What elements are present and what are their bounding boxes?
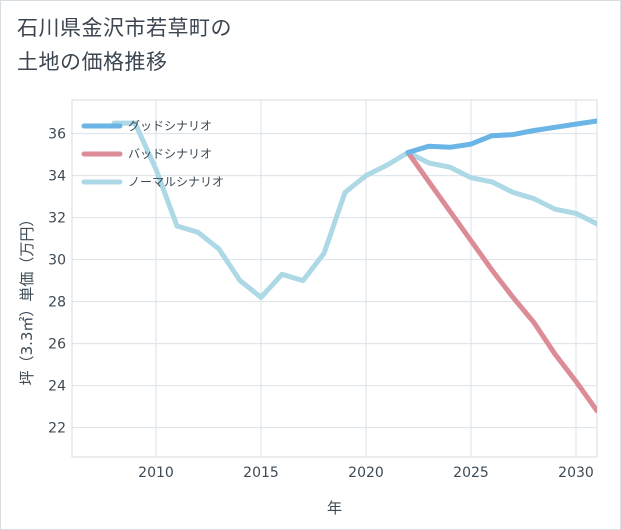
- y-tick-label: 32: [48, 211, 66, 227]
- y-tick-label: 36: [48, 127, 66, 143]
- chart-title: 石川県金沢市若草町の 土地の価格推移: [17, 11, 232, 79]
- y-tick-label: 30: [48, 253, 66, 269]
- y-tick-label: 34: [48, 169, 66, 185]
- data-series: [111, 118, 597, 414]
- tick-labels: 2010 2015 2020 2025 2030 22 24 26 28 30 32 34 36: [48, 127, 594, 481]
- y-tick-label: 22: [48, 421, 66, 437]
- x-tick-label: 2015: [243, 465, 279, 481]
- legend-label: バッドシナリオ: [128, 147, 212, 161]
- title-line-2: 土地の価格推移: [17, 50, 168, 74]
- legend-label: ノーマルシナリオ: [128, 175, 224, 189]
- good-scenario-line: [405, 118, 597, 155]
- y-tick-label: 24: [48, 379, 66, 395]
- legend-item-bad: バッドシナリオ: [81, 147, 212, 161]
- plot-area-border: [71, 99, 598, 458]
- x-tick-label: 2010: [138, 465, 174, 481]
- title-line-1: 石川県金沢市若草町の: [17, 16, 232, 40]
- y-tick-label: 28: [48, 295, 66, 311]
- x-tick-label: 2020: [348, 465, 384, 481]
- legend-label: グッドシナリオ: [128, 119, 212, 133]
- x-tick-label: 2025: [453, 465, 489, 481]
- legend-item-normal: ノーマルシナリオ: [81, 175, 224, 189]
- x-tick-label: 2030: [558, 465, 594, 481]
- bad-scenario-line: [405, 150, 597, 414]
- normal-scenario-line: [111, 120, 597, 300]
- y-tick-label: 26: [48, 337, 66, 353]
- y-axis-label: 坪（3.3㎡）単価（万円）: [18, 212, 36, 386]
- legend-item-good: グッドシナリオ: [81, 119, 212, 133]
- x-axis-label: 年: [327, 499, 342, 517]
